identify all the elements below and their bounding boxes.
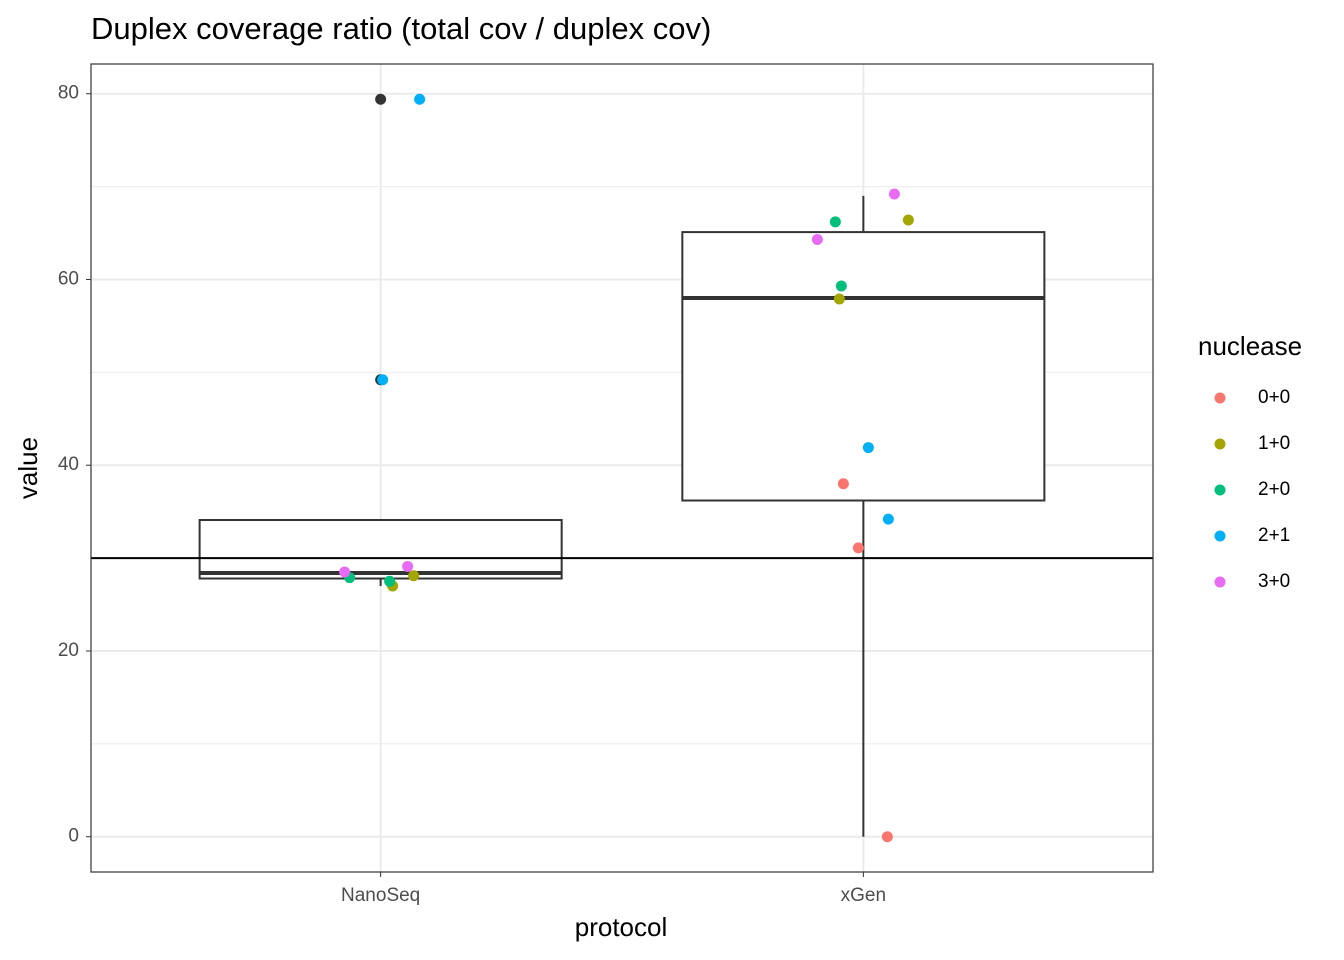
legend-key xyxy=(1214,484,1226,496)
point xyxy=(835,280,847,292)
point xyxy=(837,478,849,490)
point xyxy=(888,188,900,200)
point xyxy=(881,831,893,843)
legend-label: 2+0 xyxy=(1258,479,1290,500)
point xyxy=(414,93,426,105)
panel-border xyxy=(90,63,1154,873)
box xyxy=(681,231,1046,502)
y-tick-label: 0 xyxy=(68,826,79,847)
legend-label: 2+1 xyxy=(1258,525,1290,546)
point xyxy=(852,542,864,554)
point xyxy=(829,216,841,228)
legend-label: 3+0 xyxy=(1258,571,1290,592)
point xyxy=(377,374,389,386)
point xyxy=(882,513,894,525)
point xyxy=(384,575,396,587)
y-tick-label: 60 xyxy=(58,268,79,289)
legend-key xyxy=(1214,392,1226,404)
legend-key xyxy=(1214,530,1226,542)
legend-title: nuclease xyxy=(1198,331,1302,361)
point xyxy=(902,214,914,226)
y-tick-label: 40 xyxy=(58,454,79,475)
box xyxy=(198,519,563,580)
outlier xyxy=(375,93,387,105)
chart-title: Duplex coverage ratio (total cov / duple… xyxy=(91,11,711,46)
point xyxy=(833,293,845,305)
x-axis-label: protocol xyxy=(575,912,668,942)
point xyxy=(811,234,823,246)
legend-key xyxy=(1214,438,1226,450)
y-tick-label: 20 xyxy=(58,640,79,661)
y-axis-label: value xyxy=(13,437,43,499)
x-tick-label: NanoSeq xyxy=(341,885,420,906)
point xyxy=(402,560,414,572)
legend-label: 1+0 xyxy=(1258,433,1290,454)
legend-key xyxy=(1214,576,1226,588)
point xyxy=(408,570,420,582)
point xyxy=(862,442,874,454)
y-tick-label: 80 xyxy=(58,83,79,104)
legend-label: 0+0 xyxy=(1258,387,1290,408)
point xyxy=(339,566,351,578)
x-tick-label: xGen xyxy=(841,885,886,906)
